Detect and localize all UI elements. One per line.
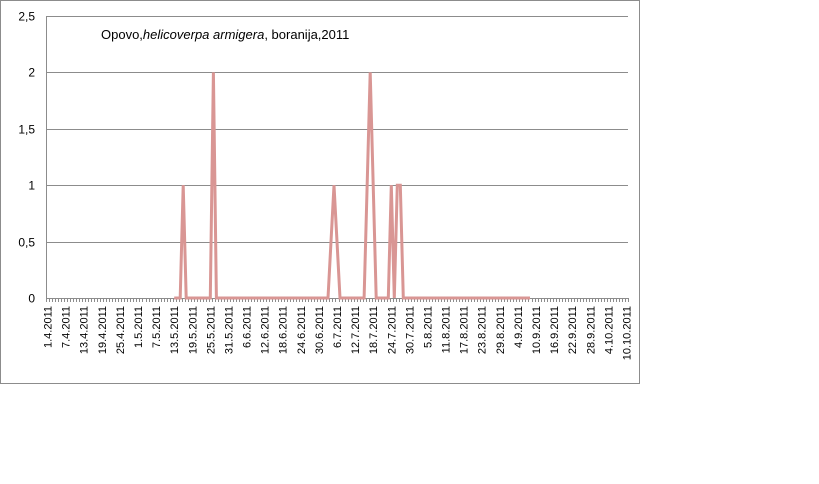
x-tick-label: 23.8.2011 [477, 306, 489, 354]
chart-frame: 0 0,5 1 1,5 2 2,5 1.4.2011 7.4.2011 13.4.2011 19… [0, 0, 640, 384]
x-tick-labels: 1.4.2011 7.4.2011 13.4.2011 19.4.2011 25.4.2… [43, 306, 634, 360]
x-tick-label: 1.4.2011 [43, 306, 55, 348]
x-tick-label: 4.9.2011 [513, 306, 525, 348]
x-tick-label: 31.5.2011 [223, 306, 235, 354]
x-tick-label: 12.6.2011 [260, 306, 272, 354]
x-tick-label: 29.8.2011 [495, 306, 507, 354]
y-tick-label: 0,5 [18, 236, 35, 250]
x-tick-label: 10.9.2011 [531, 306, 543, 354]
x-tick-label: 28.9.2011 [585, 306, 597, 354]
x-tick-label: 18.7.2011 [368, 306, 380, 354]
title-species: helicoverpa armigera [143, 27, 264, 42]
x-tick-label: 7.5.2011 [151, 306, 163, 348]
y-tick-label: 2 [28, 66, 35, 80]
series [174, 72, 530, 300]
x-tick-label: 11.8.2011 [441, 306, 453, 353]
x-tick-label: 24.6.2011 [296, 306, 308, 354]
x-tick-label: 22.9.2011 [567, 306, 579, 354]
x-tick-label: 25.4.2011 [115, 306, 127, 354]
x-tick-label: 4.10.2011 [603, 306, 615, 354]
x-tick-label: 17.8.2011 [459, 306, 471, 354]
title-crop-year: , boranija,2011 [264, 27, 349, 42]
y-tick-label: 1 [28, 179, 35, 193]
series-line [174, 72, 530, 300]
y-tick-label: 1,5 [18, 123, 35, 137]
x-tick-label: 10.10.2011 [622, 306, 634, 360]
x-tick-label: 30.6.2011 [314, 306, 326, 354]
x-tick-label: 1.5.2011 [133, 306, 145, 348]
y-tick-label: 2,5 [18, 10, 35, 24]
gridlines [46, 16, 628, 243]
x-tick-label: 6.7.2011 [332, 306, 344, 348]
x-tick-label: 5.8.2011 [423, 306, 435, 348]
x-tick-label: 19.4.2011 [97, 306, 109, 354]
x-tick-label: 13.5.2011 [169, 306, 181, 354]
y-tick-label: 0 [28, 292, 35, 306]
x-tick-label: 7.4.2011 [61, 306, 73, 348]
x-tick-label: 25.5.2011 [205, 306, 217, 354]
title-location: Opovo, [101, 27, 143, 42]
line-chart: 0 0,5 1 1,5 2 2,5 1.4.2011 7.4.2011 13.4.2011 19… [18, 10, 634, 361]
x-tick-label: 13.4.2011 [79, 306, 91, 354]
x-tick-label: 16.9.2011 [549, 306, 561, 354]
x-tick-label: 12.7.2011 [350, 306, 362, 354]
x-tick-label: 6.6.2011 [242, 306, 254, 348]
x-tick-label: 24.7.2011 [386, 306, 398, 354]
x-tick-label: 19.5.2011 [187, 306, 199, 354]
y-tick-labels: 0 0,5 1 1,5 2 2,5 [18, 10, 35, 306]
chart-title: Opovo,helicoverpa armigera, boranija,201… [101, 27, 349, 42]
x-tick-label: 18.6.2011 [278, 306, 290, 354]
x-tick-label: 30.7.2011 [404, 306, 416, 354]
